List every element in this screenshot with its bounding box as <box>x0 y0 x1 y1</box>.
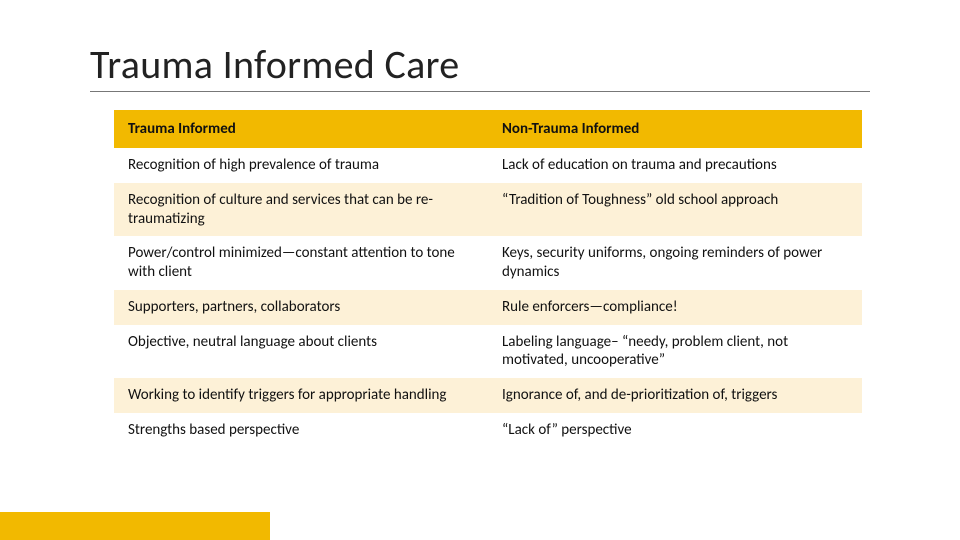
table-row: Recognition of high prevalence of trauma… <box>114 148 862 183</box>
cell-right: Rule enforcers—compliance! <box>488 290 862 325</box>
comparison-table-wrap: Trauma Informed Non-Trauma Informed Reco… <box>90 110 870 448</box>
cell-left: Supporters, partners, collaborators <box>114 290 488 325</box>
cell-right: Keys, security uniforms, ongoing reminde… <box>488 236 862 290</box>
slide: Trauma Informed Care Trauma Informed Non… <box>0 0 960 540</box>
cell-left: Recognition of high prevalence of trauma <box>114 148 488 183</box>
page-title: Trauma Informed Care <box>90 40 870 92</box>
cell-left: Strengths based perspective <box>114 413 488 448</box>
table-row: Strengths based perspective “Lack of” pe… <box>114 413 862 448</box>
table-row: Objective, neutral language about client… <box>114 325 862 379</box>
col-header-left: Trauma Informed <box>114 110 488 148</box>
cell-left: Objective, neutral language about client… <box>114 325 488 379</box>
cell-right: “Lack of” perspective <box>488 413 862 448</box>
cell-left: Recognition of culture and services that… <box>114 183 488 237</box>
cell-right: Ignorance of, and de-prioritization of, … <box>488 378 862 413</box>
cell-left: Power/control minimized—constant attenti… <box>114 236 488 290</box>
col-header-right: Non-Trauma Informed <box>488 110 862 148</box>
cell-right: Labeling language– “needy, problem clien… <box>488 325 862 379</box>
footer-accent-bar <box>0 512 270 540</box>
comparison-table: Trauma Informed Non-Trauma Informed Reco… <box>114 110 862 448</box>
table-row: Working to identify triggers for appropr… <box>114 378 862 413</box>
table-row: Supporters, partners, collaborators Rule… <box>114 290 862 325</box>
cell-left: Working to identify triggers for appropr… <box>114 378 488 413</box>
cell-right: “Tradition of Toughness” old school appr… <box>488 183 862 237</box>
cell-right: Lack of education on trauma and precauti… <box>488 148 862 183</box>
table-row: Recognition of culture and services that… <box>114 183 862 237</box>
table-row: Power/control minimized—constant attenti… <box>114 236 862 290</box>
table-header-row: Trauma Informed Non-Trauma Informed <box>114 110 862 148</box>
